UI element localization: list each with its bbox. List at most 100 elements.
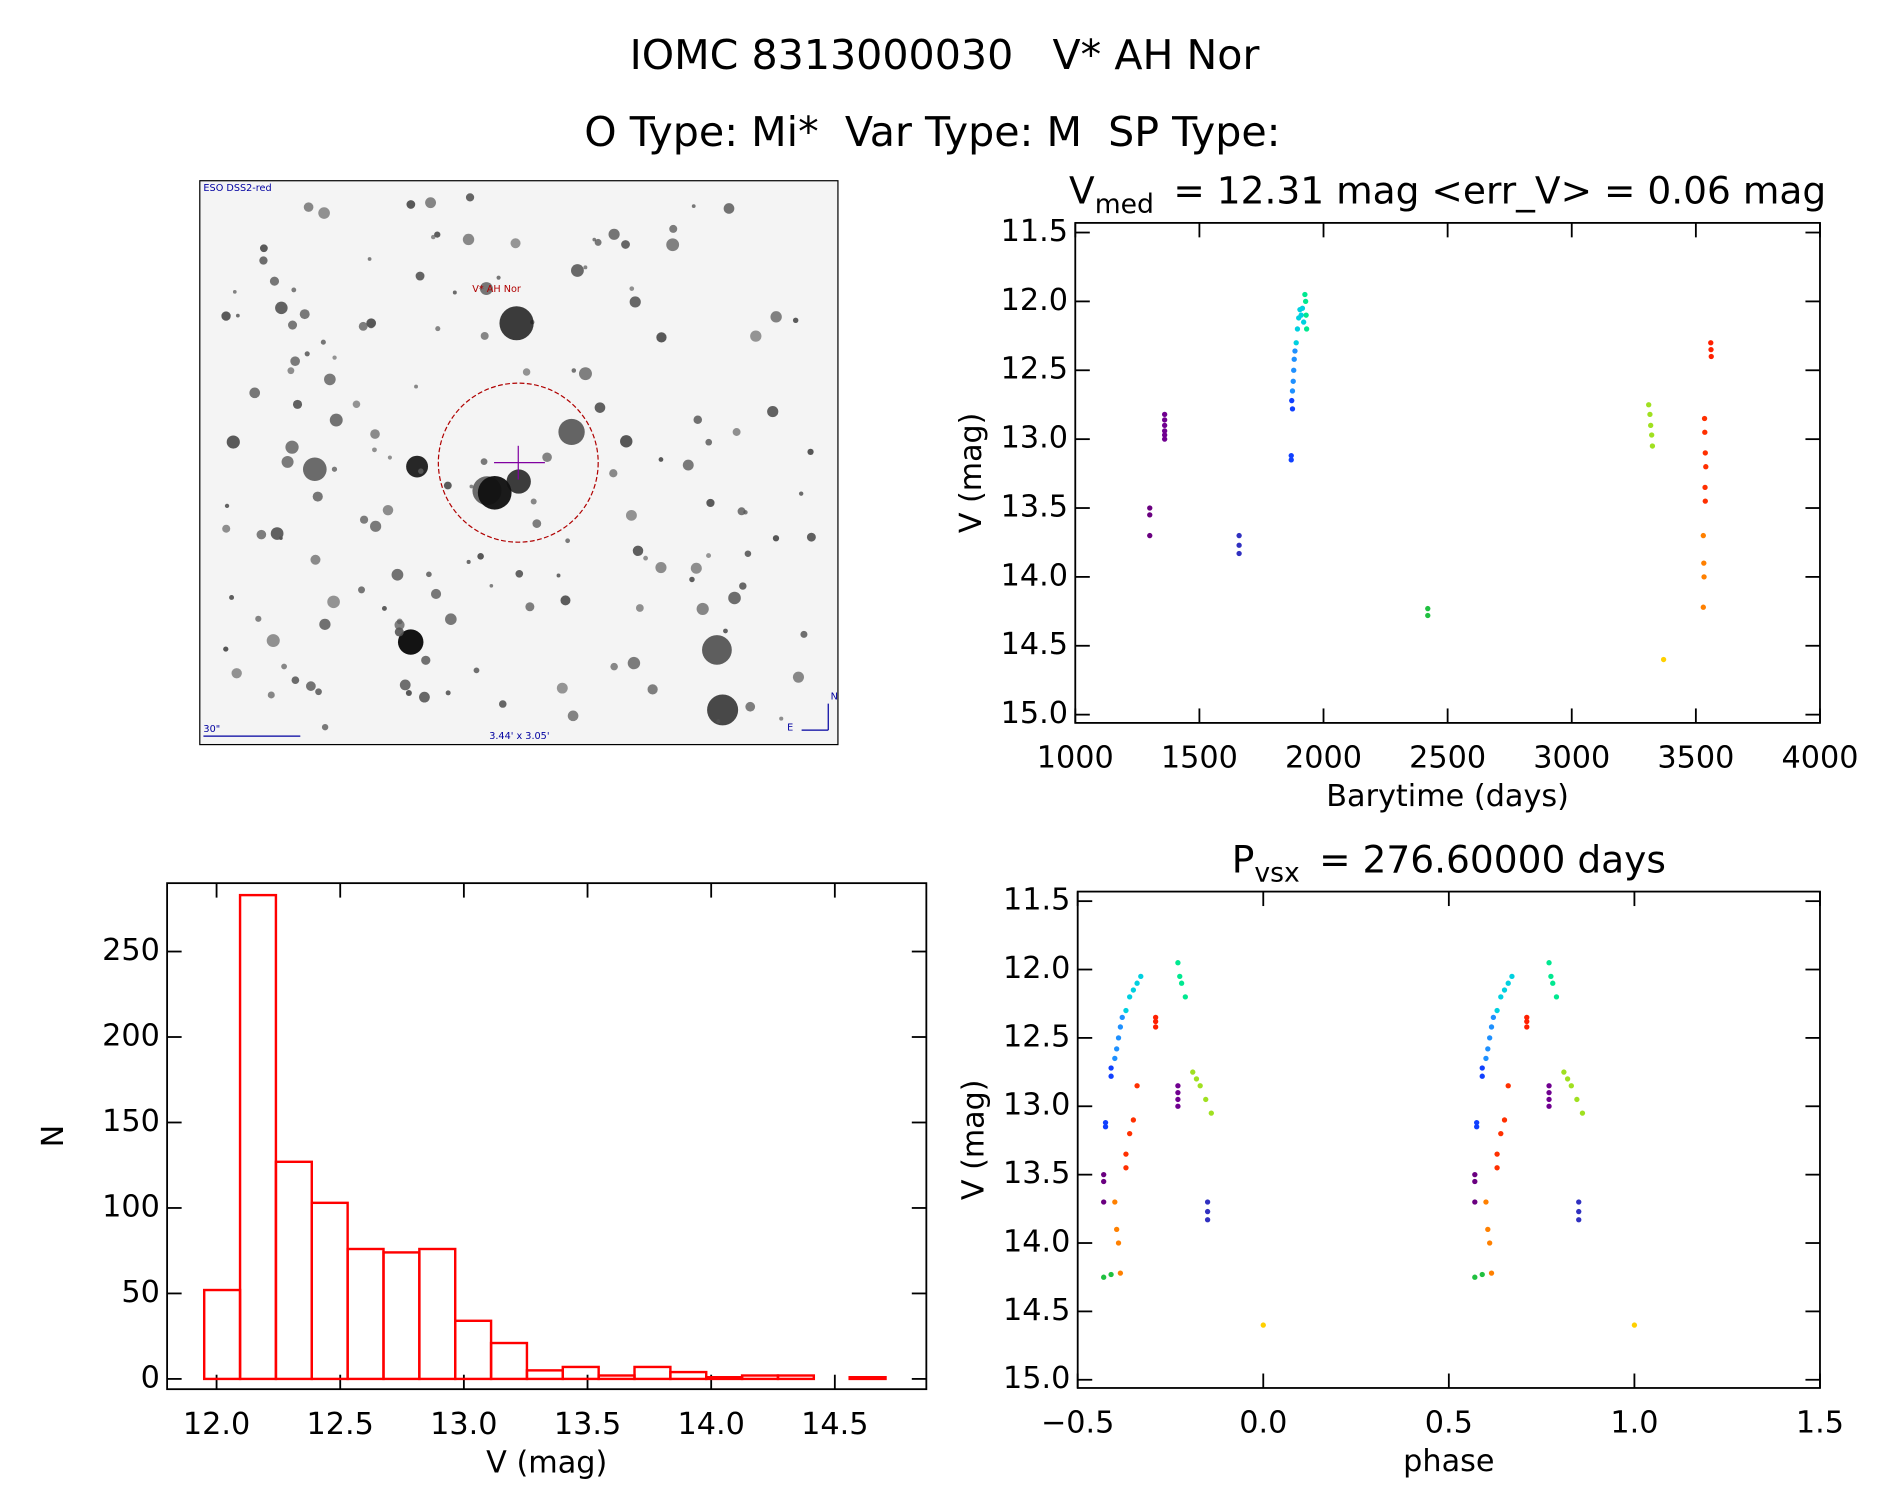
y-tick-label: 12.5 — [1001, 352, 1068, 387]
star — [798, 491, 804, 496]
point — [1134, 980, 1140, 986]
y-tick-label: 0 — [141, 1360, 160, 1395]
x-tick-label: 2000 — [1285, 741, 1362, 776]
x-tick-label: 14.5 — [801, 1407, 868, 1442]
point — [1182, 994, 1188, 1000]
point — [1114, 1226, 1120, 1232]
title-main: V — [1069, 168, 1095, 212]
x-tick-label: 4000 — [1781, 741, 1858, 776]
point — [1102, 1120, 1109, 1126]
star — [632, 545, 644, 557]
y-tick-label: 15.0 — [1001, 696, 1068, 731]
point — [1101, 1199, 1107, 1205]
point — [1498, 1130, 1504, 1137]
y-tick-label: 11.5 — [1003, 883, 1070, 918]
point — [1483, 1055, 1489, 1062]
point — [1108, 1073, 1114, 1079]
star — [530, 498, 537, 505]
point — [1505, 980, 1511, 986]
star — [266, 634, 280, 648]
point — [1101, 1178, 1107, 1185]
star — [425, 197, 437, 209]
star — [532, 519, 542, 528]
point — [1576, 1199, 1582, 1205]
star — [571, 368, 577, 373]
star — [352, 400, 361, 409]
x-tick-label: 0.5 — [1425, 1406, 1473, 1441]
point — [1302, 298, 1309, 305]
x-tick-label: 2500 — [1409, 741, 1486, 776]
point — [1236, 550, 1242, 557]
star — [324, 373, 336, 386]
point — [1494, 1165, 1500, 1171]
star — [629, 286, 635, 291]
point — [1175, 1083, 1181, 1089]
subtitle-line: O Type: Mi* Var Type: M SP Type: — [584, 108, 1280, 156]
star — [556, 573, 561, 578]
star — [397, 629, 424, 655]
star — [315, 688, 322, 696]
point — [1193, 1076, 1200, 1082]
point — [1288, 457, 1294, 463]
bar — [489, 1341, 529, 1381]
star — [479, 282, 493, 296]
y-axis-label: V (mag) — [956, 1079, 991, 1200]
point — [1579, 1110, 1586, 1116]
point — [1236, 542, 1242, 548]
star — [445, 613, 457, 625]
star — [430, 588, 442, 600]
point — [1646, 402, 1652, 408]
y-tick-label: 14.0 — [1003, 1225, 1070, 1260]
point — [1291, 367, 1297, 373]
point — [1292, 348, 1298, 354]
star — [466, 559, 471, 565]
point — [1175, 1096, 1181, 1103]
star — [299, 309, 310, 320]
bar — [776, 1374, 816, 1381]
y-tick-label: 12.5 — [1003, 1019, 1070, 1054]
point — [1546, 1096, 1552, 1103]
x-tick-label: 12.5 — [307, 1407, 374, 1442]
star — [750, 330, 762, 342]
star — [669, 224, 678, 233]
point — [1490, 1014, 1497, 1021]
x-tick-label: −0.5 — [1041, 1406, 1114, 1441]
point — [1208, 1110, 1214, 1116]
size-label: 3.44' x 3.05' — [489, 731, 549, 742]
point — [1152, 1018, 1159, 1025]
star — [226, 435, 240, 449]
y-tick-label: 250 — [102, 933, 160, 968]
point — [1147, 512, 1153, 518]
point — [1498, 994, 1504, 1000]
point — [1472, 1178, 1478, 1185]
point — [1479, 1271, 1485, 1278]
y-tick-label: 13.0 — [1003, 1088, 1070, 1123]
star — [310, 554, 321, 565]
plot-frame — [1074, 221, 1821, 724]
point — [1102, 1124, 1109, 1130]
compass — [801, 703, 829, 731]
point — [1123, 1007, 1129, 1014]
title-sub: med — [1095, 188, 1154, 219]
x-axis-label: V (mag) — [486, 1445, 607, 1480]
star — [594, 402, 606, 413]
point — [1487, 1035, 1493, 1041]
star — [522, 368, 531, 376]
star — [609, 469, 618, 478]
star — [426, 571, 432, 578]
star — [666, 238, 680, 252]
point — [1561, 1069, 1567, 1075]
star — [767, 406, 779, 418]
point — [1115, 1240, 1122, 1246]
point — [1649, 443, 1656, 449]
bar — [202, 1288, 242, 1381]
plot-frame — [166, 882, 928, 1391]
point — [1289, 397, 1295, 404]
point — [1494, 1007, 1500, 1014]
star — [506, 469, 531, 494]
point — [1108, 1065, 1114, 1071]
star — [579, 367, 592, 381]
y-axis-label: N — [36, 1125, 71, 1148]
x-tick-label: 13.0 — [430, 1407, 497, 1442]
star — [303, 202, 314, 212]
